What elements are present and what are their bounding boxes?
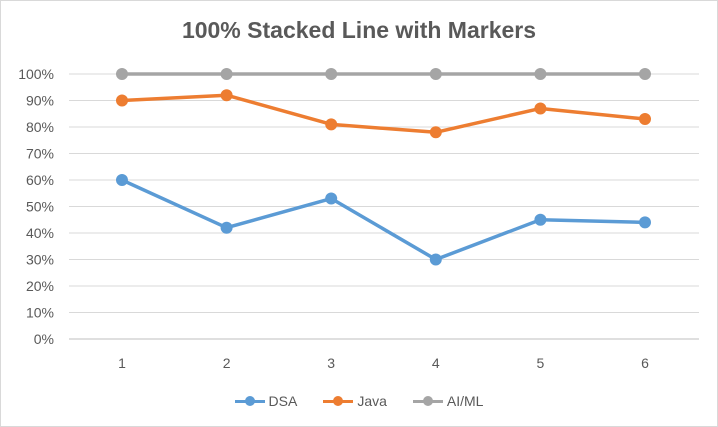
data-point [639,113,651,126]
data-point [116,174,128,186]
data-point [220,221,233,234]
x-tick-label: 6 [641,355,649,371]
x-tick-label: 2 [223,355,231,371]
x-tick-label: 3 [327,355,335,371]
legend: DSA Java AI/ML [1,393,717,409]
data-point [429,68,442,80]
y-tick-label: 100% [18,66,54,82]
legend-swatch-marker [244,396,255,406]
data-point [429,126,442,139]
data-point [116,94,128,107]
legend-swatch-ai-ml [412,395,443,407]
legend-item-ai-ml[interactable]: AI/ML [412,393,484,409]
legend-swatch-dsa [234,395,265,407]
series-line-java [120,93,647,135]
legend-swatch-marker [333,396,344,406]
legend-swatch-marker [422,396,433,406]
y-tick-label: 10% [26,305,54,321]
data-point [325,118,338,131]
legend-swatch-java [323,395,354,407]
y-tick-label: 30% [26,252,54,268]
legend-label-java: Java [357,393,387,409]
y-tick-label: 20% [26,278,54,294]
legend-label-ai-ml: AI/ML [446,393,484,409]
data-point [116,68,128,80]
y-tick-label: 50% [26,199,54,215]
data-point [534,102,547,115]
y-tick-label: 80% [26,119,54,135]
legend-item-dsa[interactable]: DSA [234,393,298,409]
data-point [220,89,233,102]
y-tick-label: 90% [26,93,54,109]
legend-item-java[interactable]: Java [323,393,387,409]
data-point [220,68,233,80]
data-point [534,213,547,226]
x-tick-label: 1 [118,355,126,371]
data-point [639,68,651,80]
x-tick-label: 5 [537,355,545,371]
data-point [534,68,547,80]
data-point [639,216,651,229]
data-point [325,192,338,205]
data-point [325,68,338,80]
series-line-dsa [120,178,647,262]
legend-label-dsa: DSA [268,393,298,409]
y-tick-label: 40% [26,225,54,241]
y-tick-label: 60% [26,172,54,188]
data-point [429,253,442,266]
y-tick-label: 0% [34,331,54,347]
y-tick-label: 70% [26,146,54,162]
x-tick-label: 4 [432,355,440,371]
chart-title: 100% Stacked Line with Markers [181,17,537,43]
